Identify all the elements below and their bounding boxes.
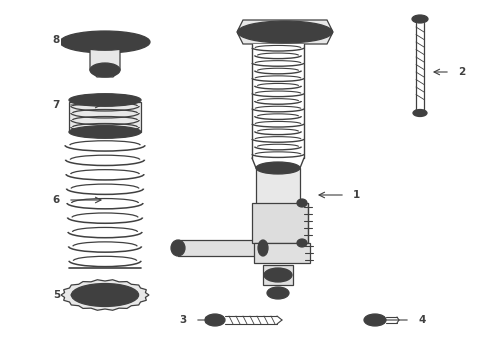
Polygon shape (252, 203, 308, 243)
Ellipse shape (297, 199, 307, 207)
Polygon shape (256, 168, 300, 255)
Ellipse shape (97, 39, 113, 45)
Ellipse shape (97, 66, 113, 74)
Polygon shape (252, 44, 304, 51)
Ellipse shape (413, 109, 427, 117)
Ellipse shape (258, 240, 268, 256)
Polygon shape (254, 243, 310, 263)
Polygon shape (255, 112, 301, 120)
Ellipse shape (80, 287, 129, 303)
Ellipse shape (271, 289, 285, 297)
Text: 3: 3 (180, 315, 187, 325)
Ellipse shape (412, 15, 428, 23)
Polygon shape (263, 265, 293, 285)
Ellipse shape (60, 31, 150, 53)
Text: 5: 5 (53, 290, 60, 300)
Polygon shape (252, 59, 304, 67)
Polygon shape (178, 240, 263, 256)
Polygon shape (252, 120, 304, 127)
Ellipse shape (74, 40, 80, 44)
Ellipse shape (69, 126, 141, 138)
Text: 6: 6 (53, 195, 60, 205)
Ellipse shape (90, 63, 120, 77)
Polygon shape (255, 67, 301, 75)
Ellipse shape (267, 287, 289, 299)
Ellipse shape (297, 239, 307, 247)
Ellipse shape (89, 96, 121, 104)
Ellipse shape (89, 36, 121, 48)
Ellipse shape (89, 290, 121, 300)
Ellipse shape (97, 98, 113, 102)
Polygon shape (255, 127, 301, 135)
Ellipse shape (71, 34, 139, 50)
Ellipse shape (368, 316, 382, 324)
Polygon shape (252, 105, 304, 112)
Ellipse shape (208, 316, 222, 324)
Text: 4: 4 (418, 315, 425, 325)
Polygon shape (252, 75, 304, 82)
Ellipse shape (364, 314, 386, 326)
Ellipse shape (371, 318, 378, 322)
Ellipse shape (415, 17, 425, 22)
Polygon shape (252, 150, 304, 158)
Ellipse shape (256, 249, 300, 261)
Polygon shape (255, 97, 301, 105)
Ellipse shape (251, 30, 259, 35)
Ellipse shape (238, 21, 333, 43)
Ellipse shape (264, 268, 292, 282)
Ellipse shape (205, 314, 225, 326)
Ellipse shape (269, 27, 302, 37)
Text: 2: 2 (458, 67, 465, 77)
Polygon shape (255, 143, 301, 150)
Ellipse shape (276, 28, 294, 36)
Ellipse shape (311, 30, 319, 35)
Ellipse shape (69, 94, 141, 106)
Polygon shape (237, 20, 333, 44)
Polygon shape (61, 280, 149, 310)
Text: 8: 8 (53, 35, 60, 45)
Ellipse shape (269, 270, 287, 279)
Ellipse shape (130, 40, 136, 44)
Ellipse shape (273, 273, 283, 278)
Polygon shape (252, 90, 304, 97)
Ellipse shape (254, 24, 316, 40)
Ellipse shape (171, 240, 185, 256)
Text: 1: 1 (353, 190, 360, 200)
Polygon shape (90, 46, 120, 77)
Ellipse shape (72, 284, 139, 306)
Ellipse shape (256, 162, 300, 174)
Text: 7: 7 (52, 100, 60, 110)
Polygon shape (69, 102, 141, 132)
Polygon shape (255, 82, 301, 90)
Ellipse shape (416, 111, 424, 115)
Polygon shape (252, 135, 304, 143)
Polygon shape (255, 51, 301, 59)
Ellipse shape (96, 290, 114, 300)
